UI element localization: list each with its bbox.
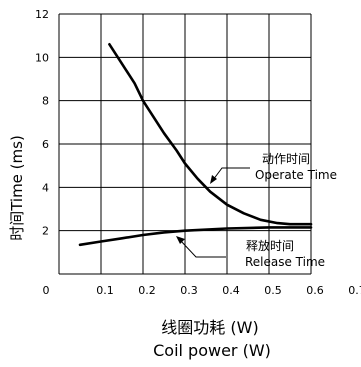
series-lines xyxy=(78,42,313,247)
y-tick-label-1: 2 xyxy=(42,225,49,238)
release-leader-arrow xyxy=(176,236,185,244)
y-tick-label-3: 6 xyxy=(42,138,49,151)
x-tick-label-5: 0.5 xyxy=(264,284,282,297)
x-tick-label-0: 0 xyxy=(43,284,50,297)
y-tick-label-2: 4 xyxy=(42,181,49,194)
y-axis-label: 时间Time (ms) xyxy=(8,135,26,241)
x-axis-label-en: Coil power (W) xyxy=(153,341,271,360)
y-tick-label-4: 8 xyxy=(42,95,49,108)
release-label-cn: 释放时间 xyxy=(246,238,294,253)
operate-label-cn: 动作时间 xyxy=(262,152,310,166)
operate-leader-line xyxy=(212,167,250,181)
annotations: 动作时间 Operate Time 释放时间 Release Time xyxy=(176,152,337,269)
release-leader-line xyxy=(179,239,226,258)
x-tick-label-6: 0.6 xyxy=(306,284,324,297)
operate-label-en: Operate Time xyxy=(255,168,337,182)
series-line-release-time xyxy=(78,226,313,247)
y-tick-label-6: 12 xyxy=(35,8,49,21)
x-tick-label-4: 0.4 xyxy=(222,284,240,297)
plot-grid xyxy=(58,13,312,275)
x-axis-label-cn: 线圈功耗 (W) xyxy=(161,318,258,337)
x-tick-label-1: 0.1 xyxy=(96,284,114,297)
operate-leader-arrow xyxy=(210,175,217,184)
x-tick-label-7: 0.7 xyxy=(348,284,361,297)
series-line-operate-time xyxy=(108,42,313,226)
x-tick-label-3: 0.3 xyxy=(180,284,198,297)
x-tick-label-2: 0.2 xyxy=(138,284,156,297)
y-tick-label-5: 10 xyxy=(35,51,49,64)
release-label-en: Release Time xyxy=(245,255,325,269)
axis-ticks: 0 0.1 0.2 0.3 0.4 0.5 0.6 0.7 2 4 6 8 10 12 xyxy=(35,8,361,297)
